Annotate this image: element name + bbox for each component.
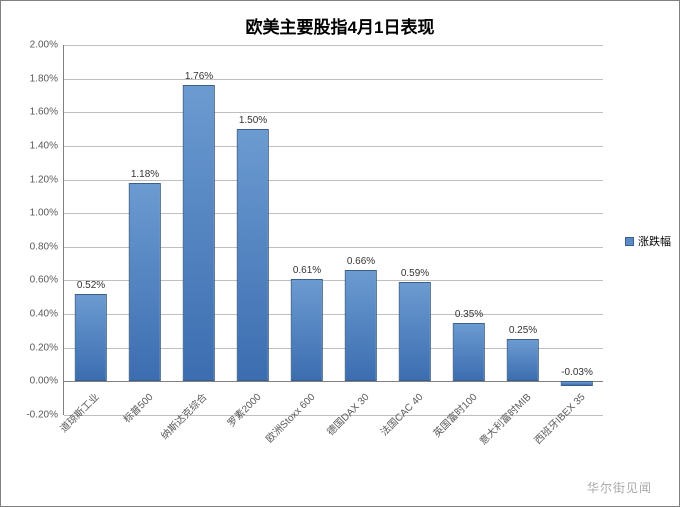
- bar-slot: -0.03%西班牙IBEX 35: [550, 45, 604, 415]
- bar-value-label: 0.35%: [455, 309, 483, 320]
- bar-slot: 0.66%德国DAX 30: [334, 45, 388, 415]
- bar-value-label: 0.61%: [293, 265, 321, 276]
- y-tick-label: 0.20%: [30, 342, 64, 353]
- bar: [129, 183, 161, 381]
- legend-label: 涨跌幅: [638, 233, 671, 249]
- bar: [237, 129, 269, 381]
- legend: 涨跌幅: [625, 233, 671, 249]
- bar: [291, 279, 323, 382]
- x-tick-label: 标普500: [119, 389, 156, 426]
- bar-slot: 0.59%法国CAC 40: [388, 45, 442, 415]
- y-tick-label: 1.80%: [30, 73, 64, 84]
- bar-value-label: 0.25%: [509, 325, 537, 336]
- y-tick-label: -0.20%: [26, 410, 64, 421]
- watermark: 华尔街见闻: [587, 479, 652, 496]
- bar-slot: 0.52%道琼斯工业: [64, 45, 118, 415]
- bar-value-label: 1.50%: [239, 115, 267, 126]
- bar: [399, 282, 431, 381]
- x-tick-label: 罗素2000: [223, 389, 263, 429]
- bar-slot: 0.35%英国富时100: [442, 45, 496, 415]
- bar-value-label: 1.18%: [131, 169, 159, 180]
- chart-title: 欧美主要股指4月1日表现: [1, 13, 679, 38]
- bar-slot: 1.50%罗素2000: [226, 45, 280, 415]
- y-tick-label: 0.60%: [30, 275, 64, 286]
- y-tick-label: 1.60%: [30, 107, 64, 118]
- bar: [75, 294, 107, 381]
- y-tick-label: 0.00%: [30, 376, 64, 387]
- chart-container: 欧美主要股指4月1日表现 -0.20%0.00%0.20%0.40%0.60%0…: [0, 0, 680, 507]
- bar: [453, 323, 485, 382]
- bar-value-label: 0.59%: [401, 268, 429, 279]
- bar-value-label: 0.52%: [77, 280, 105, 291]
- y-tick-label: 0.40%: [30, 309, 64, 320]
- y-tick-label: 1.40%: [30, 140, 64, 151]
- plot-area: -0.20%0.00%0.20%0.40%0.60%0.80%1.00%1.20…: [63, 45, 603, 415]
- bars-layer: 0.52%道琼斯工业1.18%标普5001.76%纳斯达克综合1.50%罗素20…: [64, 45, 603, 415]
- bar: [561, 381, 593, 386]
- y-tick-label: 2.00%: [30, 40, 64, 51]
- bar-slot: 0.25%意大利富时MIB: [496, 45, 550, 415]
- y-tick-label: 1.20%: [30, 174, 64, 185]
- bar: [183, 85, 215, 381]
- y-tick-label: 1.00%: [30, 208, 64, 219]
- y-tick-label: 0.80%: [30, 241, 64, 252]
- bar-slot: 0.61%欧洲Stoxx 600: [280, 45, 334, 415]
- bar: [345, 270, 377, 381]
- bar-slot: 1.76%纳斯达克综合: [172, 45, 226, 415]
- legend-swatch: [625, 237, 634, 246]
- bar-value-label: 0.66%: [347, 256, 375, 267]
- bar-value-label: -0.03%: [561, 367, 593, 378]
- bar: [507, 339, 539, 381]
- bar-value-label: 1.76%: [185, 71, 213, 82]
- bar-slot: 1.18%标普500: [118, 45, 172, 415]
